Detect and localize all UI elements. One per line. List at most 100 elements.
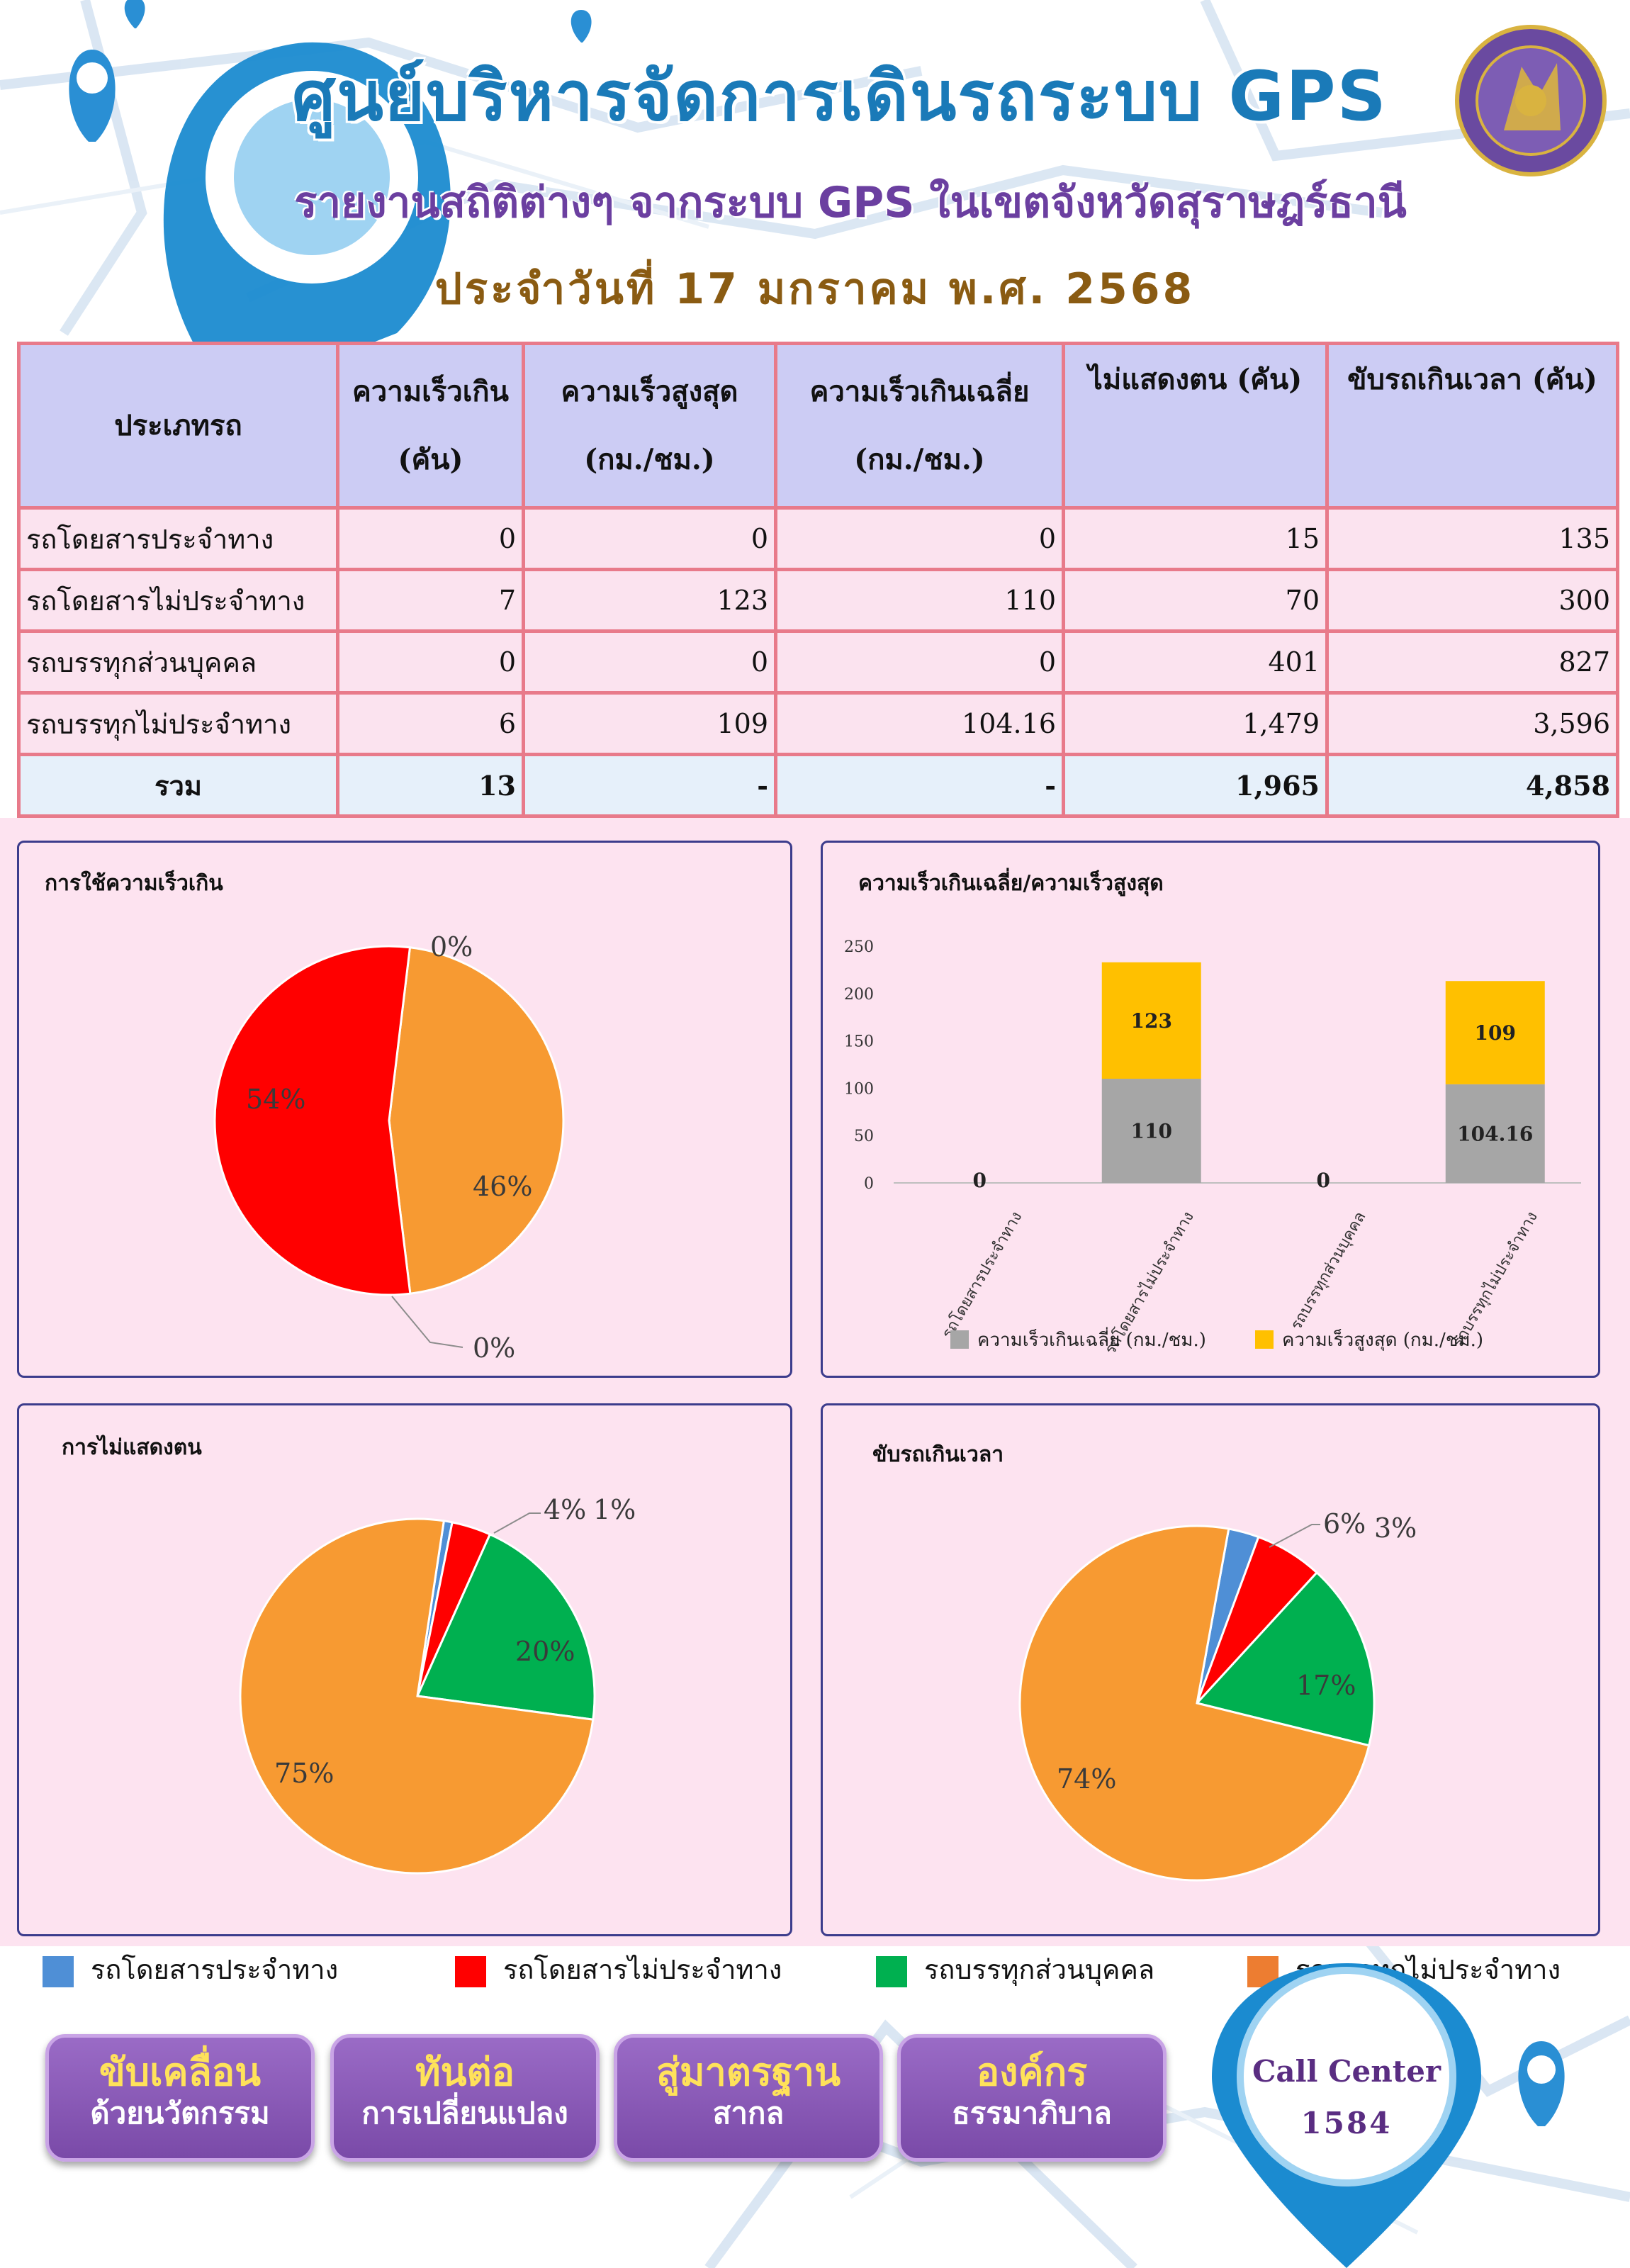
cell-noid: 401 (1062, 629, 1329, 695)
no-identify-pie-chart: 4% 1% 20% 75% (239, 1494, 636, 1875)
bar-segment (1445, 981, 1545, 1084)
speeding-pie-chart: 0% 54% 46% 0% (213, 931, 565, 1364)
legend-swatch (876, 1955, 907, 1987)
data-label: 0 (973, 1169, 987, 1192)
cell-noid: 1,479 (1062, 691, 1329, 756)
chart-title: การใช้ความเร็วเกิน (45, 871, 223, 896)
cell-total-speeding: 13 (336, 753, 525, 818)
legend-swatch (1255, 1330, 1274, 1349)
legend-item-private-truck: รถบรรทุกส่วนบุคคล (876, 1948, 1154, 1991)
table-header-row: ประเภทรถ ความเร็วเกิน (คัน) ความเร็วสูงสุ… (17, 342, 1619, 510)
page-subtitle: รายงานสถิติต่างๆ จากระบบ GPS ในเขตจังหวั… (294, 178, 1407, 228)
cell-max: 0 (522, 506, 777, 571)
cell-avg: 104.16 (774, 691, 1065, 756)
small-pin-icon (69, 0, 1565, 2126)
cell-total-avg: - (774, 753, 1065, 818)
department-seal-icon (1455, 25, 1607, 176)
pie-slice (1018, 1525, 1371, 1882)
y-tick-label: 0 (864, 1175, 874, 1193)
legend-swatch (43, 1955, 74, 1987)
cell-avg: 0 (774, 506, 1065, 571)
call-center: Call Center 1584 (1247, 2054, 1446, 2140)
header-overtime: ขับรถเกินเวลา (คัน) (1325, 342, 1619, 510)
pie-label: 1% (593, 1494, 636, 1525)
pie-slice (1195, 1571, 1376, 1747)
statistics-table: ประเภทรถ ความเร็วเกิน (คัน) ความเร็วสูงสุ… (17, 342, 1619, 818)
pie-label: 0% (430, 931, 473, 962)
legend-label: ความเร็วเกินเฉลี่ย (กม./ชม.) (977, 1327, 1206, 1351)
data-label: 123 (1131, 1009, 1172, 1033)
pie-slice (213, 945, 412, 1296)
cell-max: 109 (522, 691, 777, 756)
cell-overtime: 135 (1325, 506, 1619, 571)
leader-line (493, 1512, 541, 1534)
x-tick-label: รถโดยสารประจำทาง (938, 1208, 1026, 1342)
cell-type: รถบรรทุกไม่ประจำทาง (17, 691, 339, 756)
header-no-identify: ไม่แสดงตน (คัน) (1062, 342, 1329, 510)
pie-label: 6% (1323, 1508, 1366, 1539)
cell-avg: 110 (774, 568, 1065, 633)
call-center-number: 1584 (1300, 2106, 1393, 2140)
leader-line (391, 1296, 463, 1348)
cell-speeding: 0 (336, 506, 525, 571)
header-vehicle-type: ประเภทรถ (17, 342, 339, 510)
cell-total-noid: 1,965 (1062, 753, 1329, 818)
chart-title: ความเร็วเกินเฉลี่ย/ความเร็วสูงสุด (858, 871, 1164, 896)
legend-swatch (455, 1955, 486, 1987)
data-label: 0 (1317, 1169, 1330, 1192)
legend-swatch (950, 1330, 969, 1349)
pie-label: 3% (1374, 1512, 1417, 1544)
cell-speeding: 7 (336, 568, 525, 633)
slogan-button-innovation: ขับเคลื่อน ด้วยนวัตกรรม (45, 2034, 315, 2162)
pie-label: 0% (473, 1332, 515, 1364)
header-speeding: ความเร็วเกิน (คัน) (336, 342, 525, 510)
speed-bar-chart: 0 50 100 150 200 250 0 รถโดยสารประจำทาง 110 123 รถ… (844, 938, 1581, 1357)
pie-slice (388, 946, 565, 1295)
pie-label: 17% (1296, 1670, 1356, 1701)
chart-title: การไม่แสดงตน (62, 1435, 202, 1460)
cell-max: 0 (522, 629, 777, 695)
legend-label: ความเร็วสูงสุด (กม./ชม.) (1282, 1328, 1483, 1351)
pie-label: 46% (473, 1171, 532, 1202)
header-avg-speed: ความเร็วเกินเฉลี่ย (กม./ชม.) (774, 342, 1065, 510)
cell-total-max: - (522, 753, 777, 818)
table-row: รถบรรทุกไม่ประจำทาง 6 109 104.16 1,479 3… (17, 691, 1619, 756)
y-tick-label: 250 (844, 938, 874, 956)
data-label: 104.16 (1457, 1122, 1533, 1145)
location-pin-icon (163, 42, 451, 441)
speed-bar-panel: ความเร็วเกินเฉลี่ย/ความเร็วสูงสุด 0 50 100… (821, 841, 1600, 1378)
overtime-pie-panel: ขับรถเกินเวลา 6% 3% 17% 74% (821, 1403, 1600, 1936)
cell-overtime: 3,596 (1325, 691, 1619, 756)
report-date: ประจำวันที่ 17 มกราคม พ.ศ. 2568 (434, 264, 1196, 314)
pie-label: 4% (544, 1494, 586, 1525)
bar-segment (1445, 1084, 1545, 1183)
cell-speeding: 0 (336, 629, 525, 695)
table-row: รถโดยสารประจำทาง 0 0 0 15 135 (17, 506, 1619, 571)
slogan-button-change: ทันต่อ การเปลี่ยนแปลง (330, 2034, 600, 2162)
y-tick-label: 100 (844, 1080, 874, 1098)
cell-max: 123 (522, 568, 777, 633)
pie-label: 20% (515, 1636, 575, 1667)
data-label: 109 (1475, 1021, 1516, 1045)
cell-speeding: 6 (336, 691, 525, 756)
x-tick-label: รถบรรทุกส่วนบุคคล (1288, 1209, 1370, 1334)
pie-slice (239, 1517, 595, 1875)
no-identify-pie-panel: การไม่แสดงตน 4% 1% 20% 75% (17, 1403, 792, 1936)
chart-title: ขับรถเกินเวลา (872, 1442, 1004, 1467)
cell-total-overtime: 4,858 (1325, 753, 1619, 818)
pie-slice (415, 1532, 596, 1721)
pie-label: 74% (1057, 1763, 1116, 1795)
cell-total-label: รวม (17, 753, 339, 818)
table-row: รถบรรทุกส่วนบุคคล 0 0 0 401 827 (17, 629, 1619, 695)
pie-label: 75% (274, 1758, 334, 1789)
cell-type: รถโดยสารไม่ประจำทาง (17, 568, 339, 633)
call-center-label: Call Center (1252, 2054, 1441, 2089)
slogan-button-governance: องค์กร ธรรมาภิบาล (897, 2034, 1167, 2162)
data-label: 110 (1131, 1120, 1172, 1143)
cell-avg: 0 (774, 629, 1065, 695)
page-title: ศูนย์บริหารจัดการเดินรถระบบ GPS (292, 57, 1388, 136)
cell-type: รถบรรทุกส่วนบุคคล (17, 629, 339, 695)
table-row: รถโดยสารไม่ประจำทาง 7 123 110 70 300 (17, 568, 1619, 633)
speeding-pie-panel: การใช้ความเร็วเกิน 0% 54% 46% 0% (17, 841, 792, 1378)
